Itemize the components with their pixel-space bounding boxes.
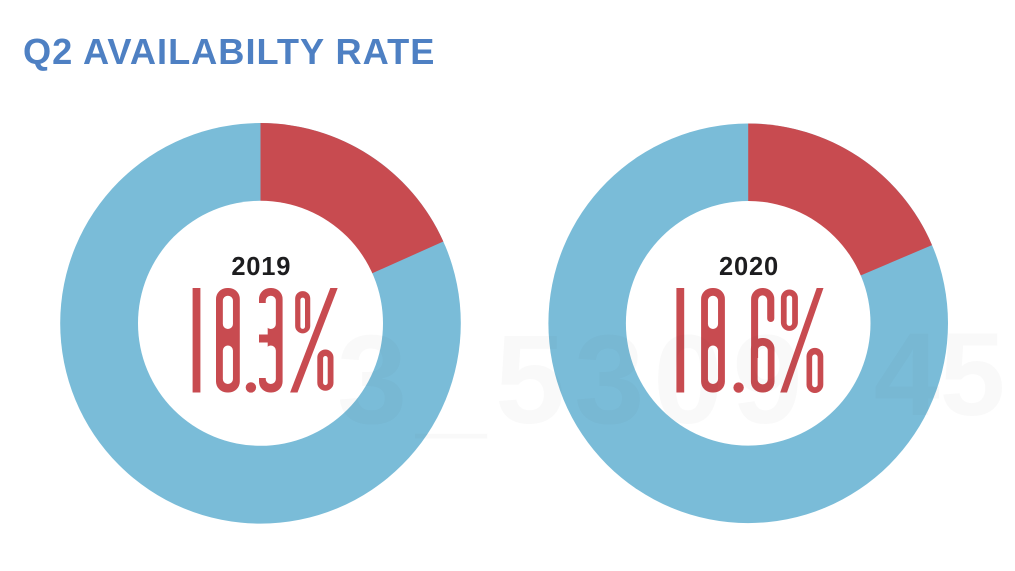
svg-text:2019: 2019 <box>231 253 291 281</box>
svg-text:2020: 2020 <box>719 253 779 281</box>
